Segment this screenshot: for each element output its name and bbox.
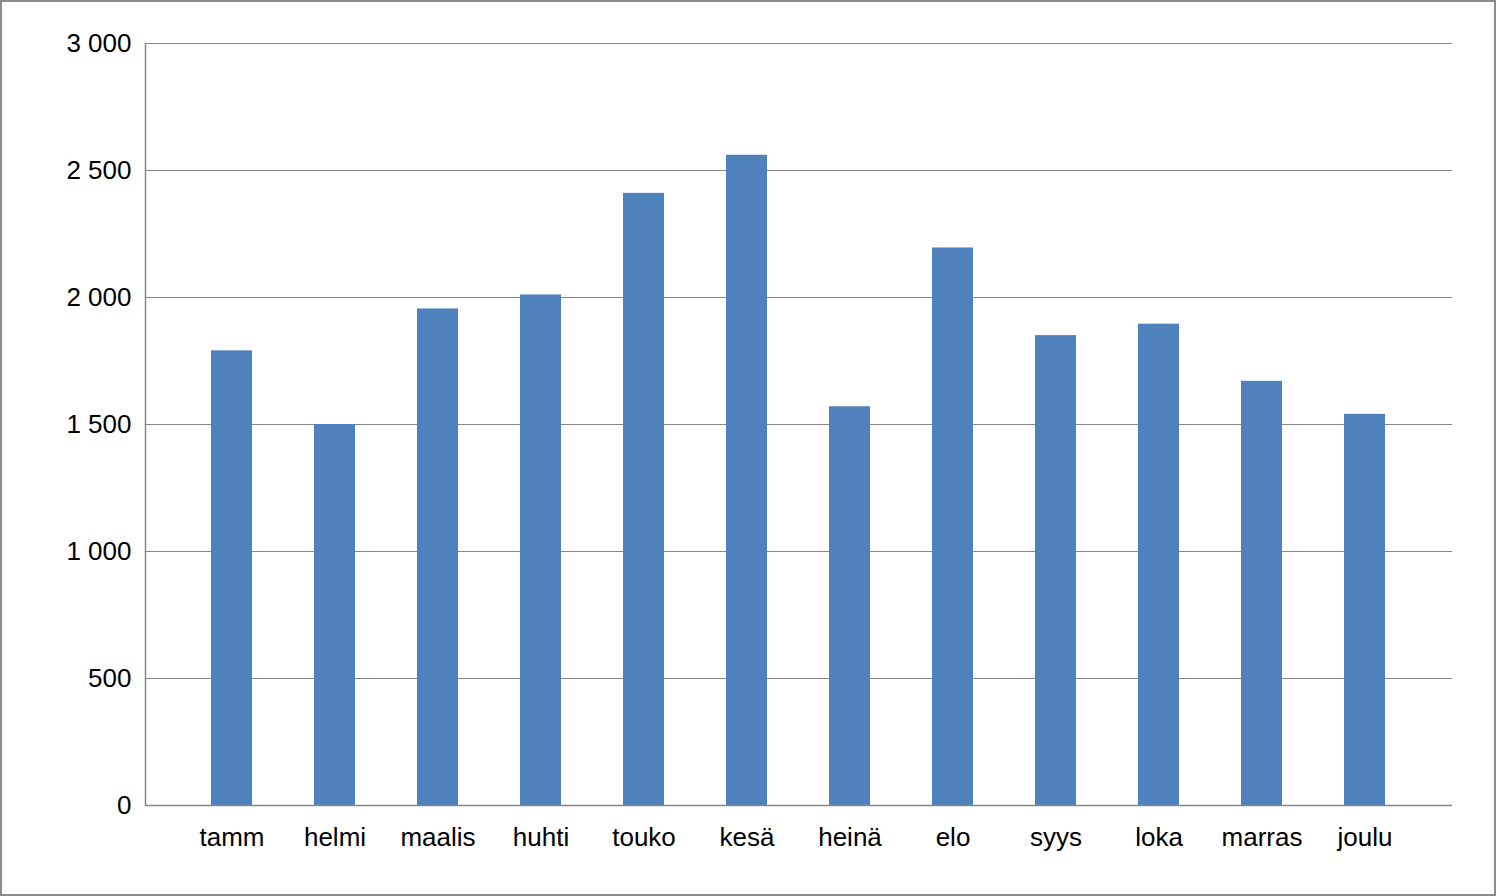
svg-text:huhti: huhti xyxy=(513,822,569,852)
svg-text:elo: elo xyxy=(936,822,971,852)
svg-text:tamm: tamm xyxy=(200,822,265,852)
svg-text:2 000: 2 000 xyxy=(66,282,131,312)
svg-text:syys: syys xyxy=(1030,822,1082,852)
svg-text:touko: touko xyxy=(612,822,676,852)
svg-text:1 000: 1 000 xyxy=(66,536,131,566)
svg-text:loka: loka xyxy=(1135,822,1183,852)
svg-text:helmi: helmi xyxy=(304,822,366,852)
svg-text:marras: marras xyxy=(1222,822,1303,852)
svg-text:3 000: 3 000 xyxy=(66,28,131,58)
svg-text:kesä: kesä xyxy=(720,822,775,852)
svg-text:2 500: 2 500 xyxy=(66,155,131,185)
svg-text:joulu: joulu xyxy=(1337,822,1393,852)
svg-text:0: 0 xyxy=(117,790,131,820)
svg-text:500: 500 xyxy=(88,663,131,693)
svg-text:heinä: heinä xyxy=(818,822,882,852)
svg-text:1 500: 1 500 xyxy=(66,409,131,439)
svg-text:maalis: maalis xyxy=(400,822,475,852)
